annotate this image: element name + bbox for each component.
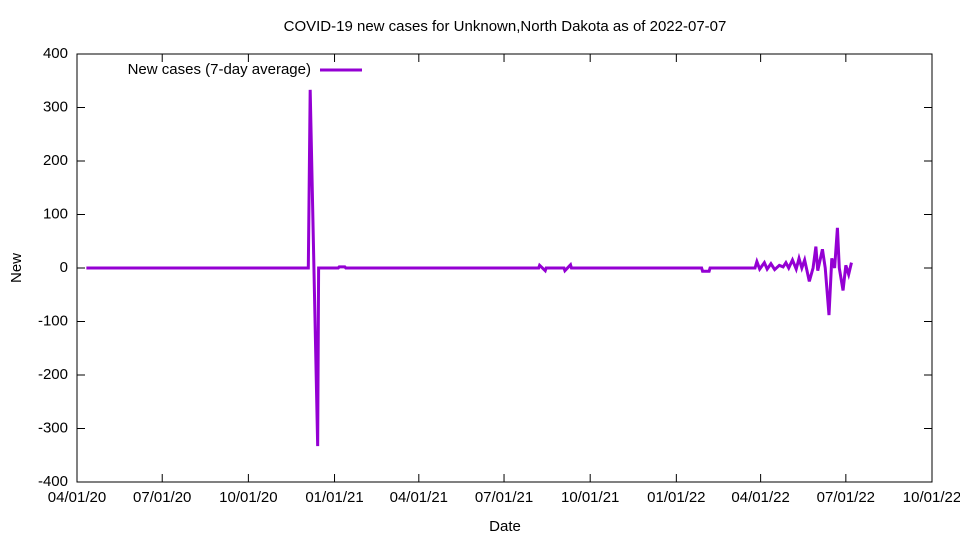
chart-title: COVID-19 new cases for Unknown,North Dak…	[284, 18, 727, 35]
x-tick-label: 01/01/21	[305, 489, 363, 506]
x-tick-label: 01/01/22	[647, 489, 705, 506]
x-axis-label: Date	[489, 518, 521, 535]
x-tick-label: 07/01/21	[475, 489, 533, 506]
y-tick-label: 300	[43, 98, 68, 115]
y-axis-label: New	[8, 253, 25, 283]
x-tick-label: 10/01/21	[561, 489, 619, 506]
legend-label: New cases (7-day average)	[128, 61, 311, 78]
y-tick-label: -400	[38, 473, 68, 490]
y-tick-label: 100	[43, 205, 68, 222]
x-tick-label: 10/01/20	[219, 489, 277, 506]
y-tick-label: 200	[43, 152, 68, 169]
y-tick-label: 400	[43, 45, 68, 62]
x-tick-label: 10/01/22	[903, 489, 960, 506]
x-tick-label: 04/01/22	[731, 489, 789, 506]
x-tick-label: 07/01/22	[817, 489, 875, 506]
x-tick-label: 07/01/20	[133, 489, 191, 506]
y-tick-label: -300	[38, 419, 68, 436]
x-tick-label: 04/01/20	[48, 489, 106, 506]
y-tick-label: 0	[60, 259, 68, 276]
x-tick-label: 04/01/21	[390, 489, 448, 506]
data-line	[86, 89, 853, 447]
y-tick-label: -200	[38, 366, 68, 383]
y-tick-label: -100	[38, 312, 68, 329]
